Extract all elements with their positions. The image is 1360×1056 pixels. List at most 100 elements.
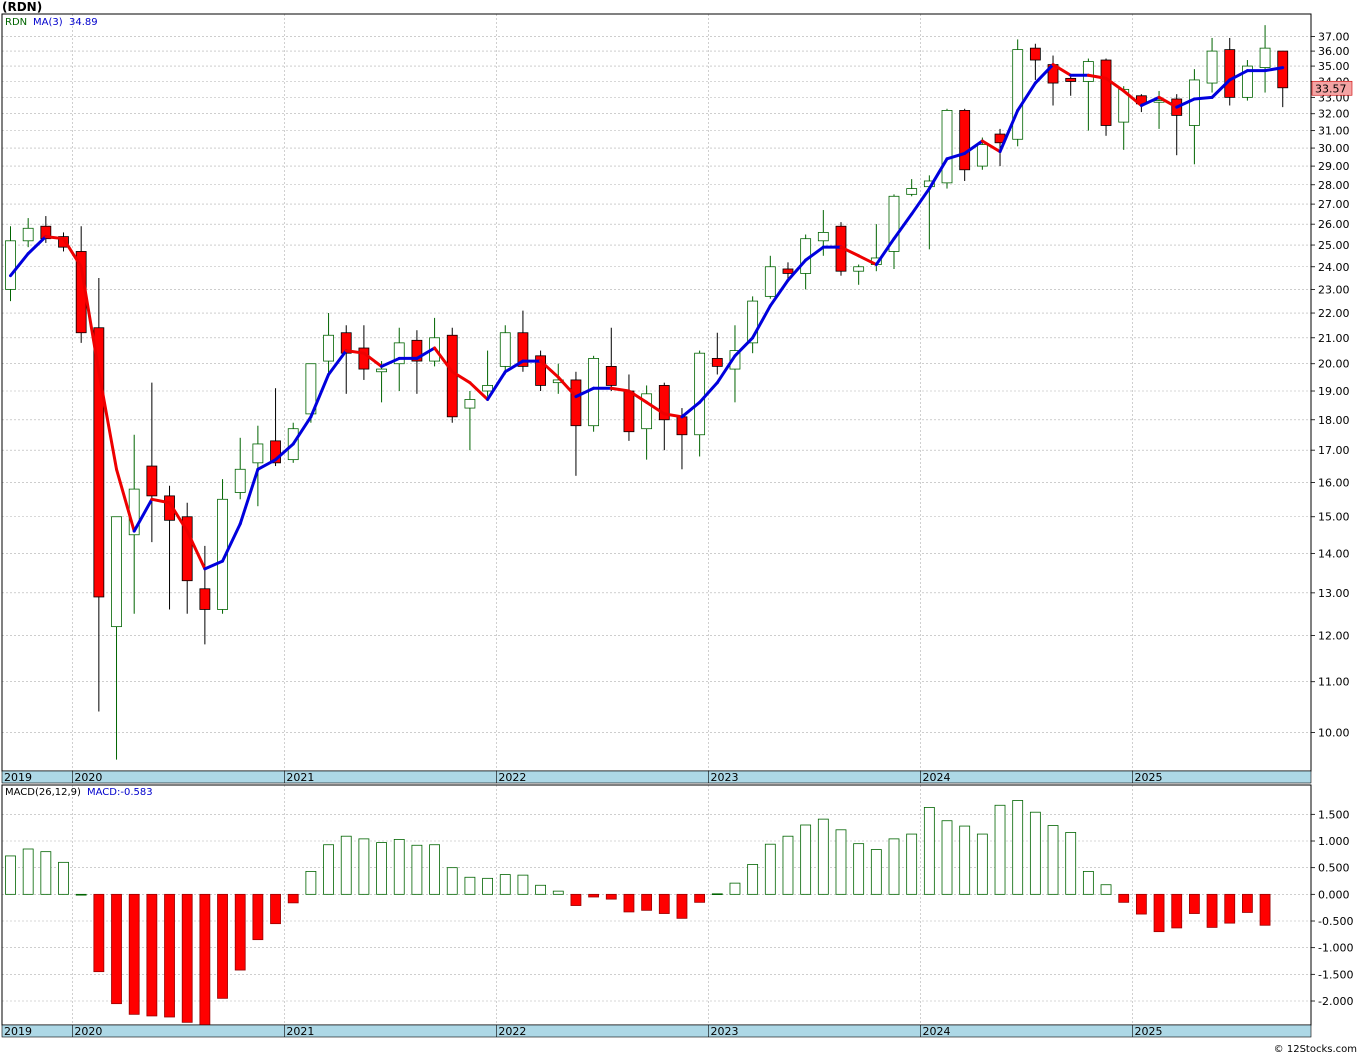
candle-body: [93, 327, 105, 598]
candle-body: [729, 350, 741, 370]
macd-bar: [552, 890, 564, 895]
price-tick-label: 22.00: [1318, 307, 1350, 320]
candle-body: [941, 110, 953, 184]
last-price-tag: 33.57: [1311, 80, 1353, 96]
price-tick-label: 29.00: [1318, 160, 1350, 173]
macd-x-axis-band: [1, 1024, 1312, 1038]
macd-bar: [1153, 893, 1165, 933]
ma-segment: [1228, 69, 1249, 82]
macd-histogram: [5, 800, 1271, 1026]
price-tick-label: 16.00: [1318, 476, 1350, 489]
price-tick-label: 35.00: [1318, 60, 1350, 73]
ma-segment: [362, 351, 384, 368]
macd-bar: [1065, 832, 1077, 895]
macd-bar: [835, 829, 847, 895]
candle-body: [1259, 47, 1271, 68]
macd-bar: [340, 835, 352, 895]
candle: [570, 371, 582, 476]
macd-x-label: 2025: [1135, 1025, 1163, 1038]
ma-segment: [97, 370, 119, 471]
candle: [252, 425, 264, 507]
ma-segment: [539, 359, 560, 379]
ma-segment: [804, 245, 825, 262]
candle: [181, 502, 193, 614]
candle-body: [959, 110, 971, 171]
price-x-label: 2023: [710, 771, 738, 784]
ma-segment: [1210, 78, 1232, 99]
macd-legend: MACD(26,12,9) MACD:-0.583: [5, 787, 153, 798]
macd-bar: [5, 855, 16, 895]
ma-segment: [1086, 73, 1108, 80]
candle-body: [641, 393, 653, 430]
macd-bar: [1242, 893, 1253, 913]
price-tick-label: 12.00: [1318, 629, 1350, 642]
price-legend: RDN MA(3) 34.89: [5, 17, 98, 28]
candle-body: [1100, 59, 1112, 126]
price-tick-label: 14.00: [1318, 547, 1350, 560]
ma-segment: [203, 559, 225, 571]
candle-body: [976, 144, 988, 167]
ma-segment: [503, 359, 525, 374]
candle-body: [1224, 49, 1236, 98]
macd-bar: [729, 882, 741, 895]
candle: [641, 385, 653, 460]
macd-bar: [1100, 884, 1112, 895]
legend-macd: MACD(26,12,9): [5, 787, 81, 798]
candle-body: [482, 385, 493, 392]
macd-bar: [676, 893, 688, 919]
legend-symbol: RDN: [5, 17, 27, 28]
macd-bar: [923, 807, 935, 895]
price-x-label: 2019: [4, 771, 32, 784]
macd-bar: [40, 851, 52, 895]
ma-segment: [238, 467, 260, 526]
macd-bar: [1012, 800, 1024, 895]
candle: [482, 350, 493, 397]
macd-x-label: 2019: [4, 1025, 32, 1038]
candle: [711, 332, 723, 375]
candle: [747, 296, 759, 354]
price-tick-label: 17.00: [1318, 444, 1350, 457]
macd-bar: [111, 893, 122, 1005]
candle-body: [694, 352, 706, 436]
ma-segment: [79, 265, 101, 374]
candle: [588, 355, 600, 432]
macd-bar: [764, 843, 776, 895]
macd-bar: [623, 893, 635, 913]
candle-body: [323, 334, 334, 362]
candle: [764, 255, 776, 299]
candle-body: [446, 334, 458, 418]
macd-bar: [164, 893, 175, 1018]
ma-segment: [132, 497, 154, 533]
candle: [1065, 75, 1077, 96]
macd-bar: [517, 874, 529, 895]
macd-bar: [817, 818, 829, 895]
candle: [464, 391, 476, 451]
ma-segment: [786, 258, 808, 282]
ma-segment: [839, 245, 861, 258]
candle-body: [1242, 65, 1253, 98]
candle-body: [5, 240, 16, 290]
ma-segment: [733, 336, 755, 358]
watermark: © 12Stocks.com: [1274, 1044, 1357, 1055]
macd-bar: [234, 893, 246, 971]
candle: [323, 313, 334, 378]
macd-bar: [994, 804, 1006, 895]
candle: [111, 516, 122, 760]
price-panel: 10.00 11.00 12.00 13.00 14.00 15.00 16.00 17.00…: [1, 13, 1353, 772]
macd-bar: [1188, 893, 1200, 914]
macd-bar: [217, 893, 228, 999]
candle-body: [252, 443, 264, 464]
candle-body: [605, 365, 617, 386]
price-tick-label: 11.00: [1318, 676, 1350, 689]
candle-body: [906, 188, 918, 195]
price-tick-label: 37.00: [1318, 31, 1350, 44]
macd-bar: [482, 877, 493, 895]
candle-body: [535, 355, 546, 386]
ma-segment: [309, 372, 331, 419]
ma-segment: [450, 370, 472, 385]
candle-body: [1029, 47, 1041, 61]
candle: [1029, 43, 1041, 80]
ma-segment: [927, 157, 949, 191]
candle-body: [517, 332, 529, 367]
candle: [1012, 39, 1024, 147]
